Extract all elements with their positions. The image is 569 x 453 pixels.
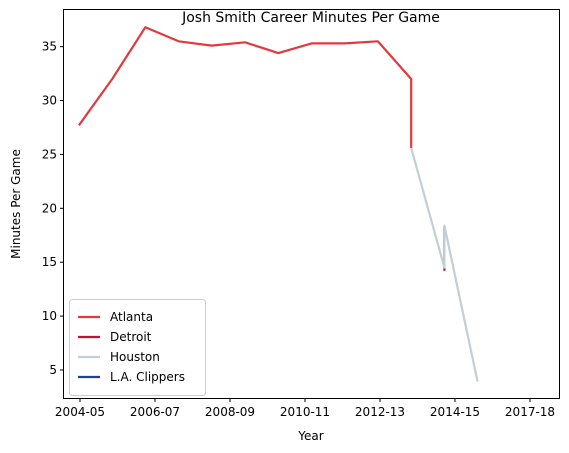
- legend-box: [69, 299, 206, 396]
- x-tick-label: 2014-15: [430, 405, 480, 419]
- y-tick-label: 5: [49, 363, 57, 377]
- y-tick-label: 20: [42, 201, 57, 215]
- legend-label: Detroit: [110, 330, 152, 344]
- x-tick-label: 2006-07: [130, 405, 180, 419]
- y-tick-label: 25: [42, 147, 57, 161]
- x-tick-label: 2017-18: [505, 405, 555, 419]
- x-axis-ticks: 2004-05 2006-07 2008-09 2010-11 2012-13 2014-…: [55, 398, 555, 419]
- y-tick-label: 15: [42, 255, 57, 269]
- series-layer: [78, 26, 479, 383]
- legend-label: Atlanta: [110, 310, 153, 324]
- x-tick-label: 2004-05: [55, 405, 105, 419]
- series-line-houston: [410, 147, 479, 383]
- y-tick-label: 10: [42, 309, 57, 323]
- legend: Atlanta Detroit Houston L.A. Clippers: [69, 299, 206, 396]
- plot-frame: [63, 9, 560, 399]
- x-tick-label: 2008-09: [205, 405, 255, 419]
- x-tick-label: 2010-11: [280, 405, 330, 419]
- x-tick-label: 2012-13: [355, 405, 405, 419]
- y-axis-label: Minutes Per Game: [9, 149, 23, 259]
- y-tick-label: 30: [42, 94, 57, 108]
- y-axis-ticks: 5 10 15 20 25 30 35: [42, 40, 64, 377]
- x-axis-label: Year: [297, 429, 323, 443]
- series-line-atlanta: [78, 26, 413, 148]
- chart-title: Josh Smith Career Minutes Per Game: [181, 10, 440, 26]
- legend-label: L.A. Clippers: [110, 370, 185, 384]
- y-tick-label: 35: [42, 40, 57, 54]
- legend-label: Houston: [110, 350, 160, 364]
